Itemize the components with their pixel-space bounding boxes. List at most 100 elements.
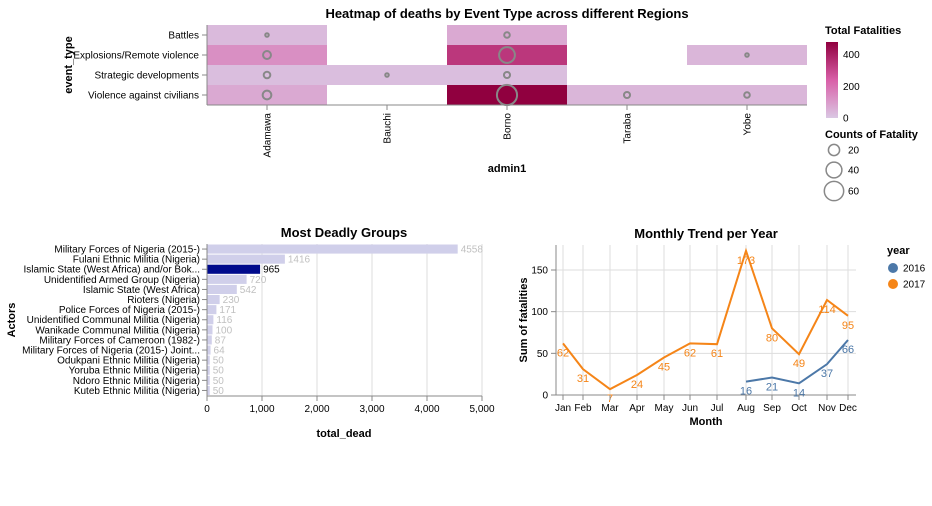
heatmap-size-circle <box>743 91 751 99</box>
bar-value-label: 230 <box>223 295 240 306</box>
line-point-label: 114 <box>818 304 836 316</box>
heatmap-cell <box>207 45 327 65</box>
heatmap-x-tick-label: Yobe <box>743 113 754 136</box>
heatmap-cell <box>207 85 327 105</box>
bar <box>207 375 210 385</box>
heatmap-cell <box>687 45 807 65</box>
heatmap-y-tick-label: Strategic developments <box>94 71 199 82</box>
size-legend-label: 40 <box>848 166 860 177</box>
line-x-tick-label: Sep <box>763 403 781 414</box>
bar <box>207 345 211 355</box>
line-point-label: 24 <box>631 379 643 391</box>
line-point-label: 45 <box>658 362 670 374</box>
size-legend-circle <box>827 143 841 157</box>
heatmap-size-circle <box>498 46 516 64</box>
heatmap-cell <box>207 25 327 45</box>
heatmap-size-circle <box>264 32 270 38</box>
line-series: 16211437666231724456261173804911495 <box>557 247 854 405</box>
bar-value-label: 50 <box>213 386 225 397</box>
heatmap-size-circle <box>622 90 632 100</box>
bar-y-tick-label: Odukpani Ethnic Militia (Nigeria) <box>57 356 200 367</box>
line-point-label: 173 <box>737 255 755 267</box>
line-series-path <box>562 247 849 391</box>
line-x-tick-label: Jan <box>555 403 571 414</box>
bar-value-label: 720 <box>250 275 267 286</box>
line-point-label: 61 <box>711 348 723 360</box>
color-legend-ticks: 0 200 400 <box>843 50 860 124</box>
line-y-ticks: 0 50 100 150 <box>531 266 556 402</box>
line-gridlines <box>556 245 856 396</box>
line-y-axis-title: Sum of fatalities <box>518 278 530 363</box>
bar <box>207 355 210 365</box>
line-y-tick-label: 100 <box>531 307 548 318</box>
bar <box>207 254 285 264</box>
bar-x-tick-label: 5,000 <box>469 404 494 415</box>
color-legend: Total Fatalities 0 200 400 <box>825 25 901 125</box>
line-x-tick-label: Nov <box>818 403 836 414</box>
line-chart-title: Monthly Trend per Year <box>634 226 778 241</box>
heatmap-x-tick-label: Bauchi <box>383 113 394 144</box>
bar-y-tick-label: Yoruba Ethnic Militia (Nigeria) <box>69 366 200 377</box>
heatmap-x-tick-label: Taraba <box>623 113 634 144</box>
bar-y-tick-label: Military Forces of Cameroon (1982-) <box>39 335 200 346</box>
size-legend-circle <box>823 180 845 202</box>
heatmap-size-circle <box>503 31 511 39</box>
bar-y-axis-title: Actors <box>6 303 18 338</box>
bar-value-label: 171 <box>219 305 236 316</box>
heatmap-y-axis-title: event_type <box>63 36 75 93</box>
bar-y-tick-label: Kuteb Ethnic Militia (Nigeria) <box>74 386 200 397</box>
bar-y-tick-label: Police Forces of Nigeria (2015-) <box>59 305 200 316</box>
heatmap-x-tick-label: Adamawa <box>263 113 274 158</box>
heatmap-y-tick-label: Violence against civilians <box>88 91 199 102</box>
bar-value-labels: 4558141696572054223017111610087645050505… <box>213 245 484 397</box>
bar-y-tick-label: Military Forces of Nigeria (2015-) Joint… <box>22 346 200 357</box>
bar-y-tick-label: Unidentified Armed Group (Nigeria) <box>44 275 200 286</box>
bar-x-tick-label: 2,000 <box>304 404 329 415</box>
heatmap-y-tick-label: Explosions/Remote violence <box>73 51 199 62</box>
heatmap-size-circle <box>262 50 272 60</box>
bar-y-ticks: Military Forces of Nigeria (2015-)Fulani… <box>22 245 207 397</box>
heatmap-x-tick-label: Borno <box>503 113 514 140</box>
color-legend-gradient <box>826 42 838 118</box>
bar-value-label: 1416 <box>288 255 311 266</box>
color-legend-tick-label: 400 <box>843 50 860 61</box>
line-point-label: 62 <box>557 347 569 359</box>
color-legend-title: Total Fatalities <box>825 25 901 37</box>
heatmap-cell <box>687 85 807 105</box>
bar-value-label: 50 <box>213 356 225 367</box>
bar-x-tick-label: 0 <box>204 404 210 415</box>
size-legend-items: 20 40 60 <box>823 143 860 202</box>
line-x-tick-label: Dec <box>839 403 857 414</box>
heatmap-cells <box>207 25 807 105</box>
bar-x-axis-title: total_dead <box>316 428 371 440</box>
bar <box>207 305 217 315</box>
bar-value-label: 965 <box>263 265 280 276</box>
bar <box>207 365 210 375</box>
heatmap-size-circle <box>744 52 750 58</box>
size-legend-circle <box>825 161 843 179</box>
heatmap-size-circle <box>261 89 273 101</box>
line-x-tick-label: Oct <box>791 403 807 414</box>
line-point-label: 49 <box>793 358 805 370</box>
line-legend-swatch <box>888 263 898 273</box>
bar-x-tick-label: 4,000 <box>414 404 439 415</box>
bar-y-tick-label: Wanikade Communal Militia (Nigeria) <box>35 325 200 336</box>
bar <box>207 325 213 335</box>
bar-x-tick-label: 3,000 <box>359 404 384 415</box>
line-point-label: 95 <box>842 320 854 332</box>
bar-value-label: 4558 <box>461 245 484 256</box>
heatmap-size-marks <box>261 31 751 107</box>
bar-y-tick-label: Ndoro Ethnic Militia (Nigeria) <box>73 376 200 387</box>
bar-y-tick-label: Fulani Ethnic Militia (Nigeria) <box>73 255 200 266</box>
heatmap-x-axis-title: admin1 <box>488 163 527 175</box>
line-point-label: 66 <box>842 344 854 356</box>
line-legend-label: 2017 <box>903 280 926 291</box>
bar-value-label: 50 <box>213 376 225 387</box>
heatmap-cell <box>447 85 567 105</box>
line-legend-title: year <box>887 245 910 257</box>
line-point-label: 37 <box>821 368 833 380</box>
bar-y-tick-label: Unidentified Communal Militia (Nigeria) <box>27 315 200 326</box>
line-legend-items: 2016 2017 <box>888 263 926 291</box>
line-x-axis-title: Month <box>690 416 723 428</box>
